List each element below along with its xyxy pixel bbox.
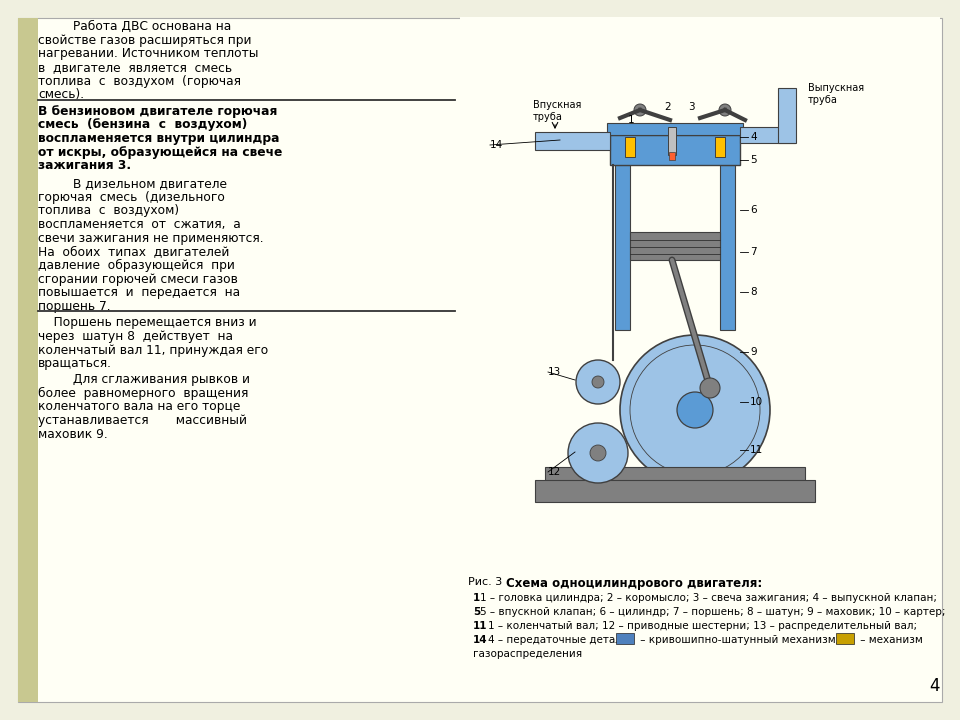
Text: 1 – коленчатый вал; 12 – приводные шестерни; 13 – распределительный вал;: 1 – коленчатый вал; 12 – приводные шесте… bbox=[488, 621, 917, 631]
Circle shape bbox=[634, 104, 646, 116]
Text: 11: 11 bbox=[750, 445, 763, 455]
Text: 1 – головка цилиндра; 2 – коромысло; 3 – свеча зажигания; 4 – выпускной клапан;: 1 – головка цилиндра; 2 – коромысло; 3 –… bbox=[480, 593, 937, 603]
Circle shape bbox=[590, 445, 606, 461]
Text: В дизельном двигателе: В дизельном двигателе bbox=[38, 177, 227, 190]
Text: коленчатого вала на его торце: коленчатого вала на его торце bbox=[38, 400, 240, 413]
Text: 5 – впускной клапан; 6 – цилиндр; 7 – поршень; 8 – шатун; 9 – маховик; 10 – карт: 5 – впускной клапан; 6 – цилиндр; 7 – по… bbox=[480, 607, 946, 617]
Text: В бензиновом двигателе горючая: В бензиновом двигателе горючая bbox=[38, 105, 277, 118]
Text: 12: 12 bbox=[548, 467, 562, 477]
Text: коленчатый вал 11, принуждая его: коленчатый вал 11, принуждая его bbox=[38, 343, 268, 356]
Bar bbox=[616, 633, 634, 644]
FancyBboxPatch shape bbox=[18, 18, 942, 702]
Text: – механизм: – механизм bbox=[857, 635, 923, 645]
Text: свойстве газов расширяться при: свойстве газов расширяться при bbox=[38, 34, 252, 47]
Text: устанавливается       массивный: устанавливается массивный bbox=[38, 414, 247, 427]
Bar bbox=[615, 165, 630, 330]
Bar bbox=[460, 17, 940, 572]
Bar bbox=[610, 135, 740, 165]
Circle shape bbox=[630, 345, 760, 475]
Text: Выпускная
труба: Выпускная труба bbox=[808, 83, 864, 104]
Bar bbox=[668, 127, 676, 155]
Text: смесь).: смесь). bbox=[38, 88, 84, 102]
Circle shape bbox=[683, 398, 707, 422]
Text: 9: 9 bbox=[750, 347, 756, 357]
Text: горючая  смесь  (дизельного: горючая смесь (дизельного bbox=[38, 191, 225, 204]
Text: топлива  с  воздухом  (горючая: топлива с воздухом (горючая bbox=[38, 75, 241, 88]
Text: 7: 7 bbox=[750, 247, 756, 257]
Text: в  двигателе  является  смесь: в двигателе является смесь bbox=[38, 61, 232, 74]
Circle shape bbox=[620, 335, 770, 485]
Text: Схема одноцилиндрового двигателя:: Схема одноцилиндрового двигателя: bbox=[506, 577, 762, 590]
Text: воспламеняется  от  сжатия,  а: воспламеняется от сжатия, а bbox=[38, 218, 241, 231]
Text: Поршень перемещается вниз и: Поршень перемещается вниз и bbox=[38, 316, 256, 330]
Bar bbox=[545, 467, 805, 485]
Text: зажигания 3.: зажигания 3. bbox=[38, 159, 132, 172]
Bar bbox=[625, 137, 635, 157]
Text: На  обоих  типах  двигателей: На обоих типах двигателей bbox=[38, 246, 229, 258]
Circle shape bbox=[592, 376, 604, 388]
Text: Для сглаживания рывков и: Для сглаживания рывков и bbox=[38, 373, 250, 386]
Bar bbox=[535, 132, 610, 150]
Text: 13: 13 bbox=[548, 367, 562, 377]
Circle shape bbox=[677, 392, 713, 428]
Circle shape bbox=[568, 423, 628, 483]
Text: нагревании. Источником теплоты: нагревании. Источником теплоты bbox=[38, 48, 258, 60]
Text: 2: 2 bbox=[664, 102, 671, 112]
Text: газораспределения: газораспределения bbox=[473, 649, 582, 659]
Text: 4 – передаточные детали: 4 – передаточные детали bbox=[488, 635, 632, 645]
Text: 11: 11 bbox=[473, 621, 488, 631]
Bar bbox=[740, 127, 795, 143]
Text: 14: 14 bbox=[473, 635, 488, 645]
Bar bbox=[778, 88, 796, 143]
Text: 10: 10 bbox=[750, 397, 763, 407]
Text: 1: 1 bbox=[628, 115, 635, 125]
Text: топлива  с  воздухом): топлива с воздухом) bbox=[38, 204, 180, 217]
Text: 1: 1 bbox=[473, 593, 480, 603]
Text: 4: 4 bbox=[929, 677, 940, 695]
Text: сгорании горючей смеси газов: сгорании горючей смеси газов bbox=[38, 272, 238, 286]
Bar bbox=[836, 633, 854, 644]
Text: маховик 9.: маховик 9. bbox=[38, 428, 108, 441]
Text: Работа ДВС основана на: Работа ДВС основана на bbox=[38, 20, 231, 33]
Text: 5: 5 bbox=[750, 155, 756, 165]
Text: 3: 3 bbox=[688, 102, 695, 112]
Circle shape bbox=[576, 360, 620, 404]
Circle shape bbox=[719, 104, 731, 116]
Bar bbox=[720, 165, 735, 330]
Bar bbox=[630, 232, 720, 260]
Text: 14: 14 bbox=[490, 140, 503, 150]
Text: более  равномерного  вращения: более равномерного вращения bbox=[38, 387, 249, 400]
Text: давление  образующейся  при: давление образующейся при bbox=[38, 259, 235, 272]
Text: воспламеняется внутри цилиндра: воспламеняется внутри цилиндра bbox=[38, 132, 279, 145]
Text: 8: 8 bbox=[750, 287, 756, 297]
Text: 5: 5 bbox=[473, 607, 480, 617]
Text: поршень 7.: поршень 7. bbox=[38, 300, 110, 312]
Text: Впускная
труба: Впускная труба bbox=[533, 100, 582, 122]
Text: от искры, образующейся на свече: от искры, образующейся на свече bbox=[38, 145, 282, 158]
Text: смесь  (бензина  с  воздухом): смесь (бензина с воздухом) bbox=[38, 119, 248, 132]
Text: повышается  и  передается  на: повышается и передается на bbox=[38, 286, 240, 299]
Text: свечи зажигания не применяются.: свечи зажигания не применяются. bbox=[38, 232, 264, 245]
Text: 6: 6 bbox=[750, 205, 756, 215]
Text: Рис. 3: Рис. 3 bbox=[468, 577, 506, 587]
Text: вращаться.: вращаться. bbox=[38, 357, 112, 370]
Bar bbox=[715, 137, 725, 157]
Bar bbox=[669, 152, 675, 160]
Circle shape bbox=[700, 378, 720, 398]
Text: через  шатун 8  действует  на: через шатун 8 действует на bbox=[38, 330, 233, 343]
Bar bbox=[18, 18, 38, 702]
Bar bbox=[607, 123, 743, 135]
Text: 4: 4 bbox=[750, 132, 756, 142]
Bar bbox=[535, 480, 815, 502]
Text: – кривошипно-шатунный механизм;: – кривошипно-шатунный механизм; bbox=[637, 635, 843, 645]
